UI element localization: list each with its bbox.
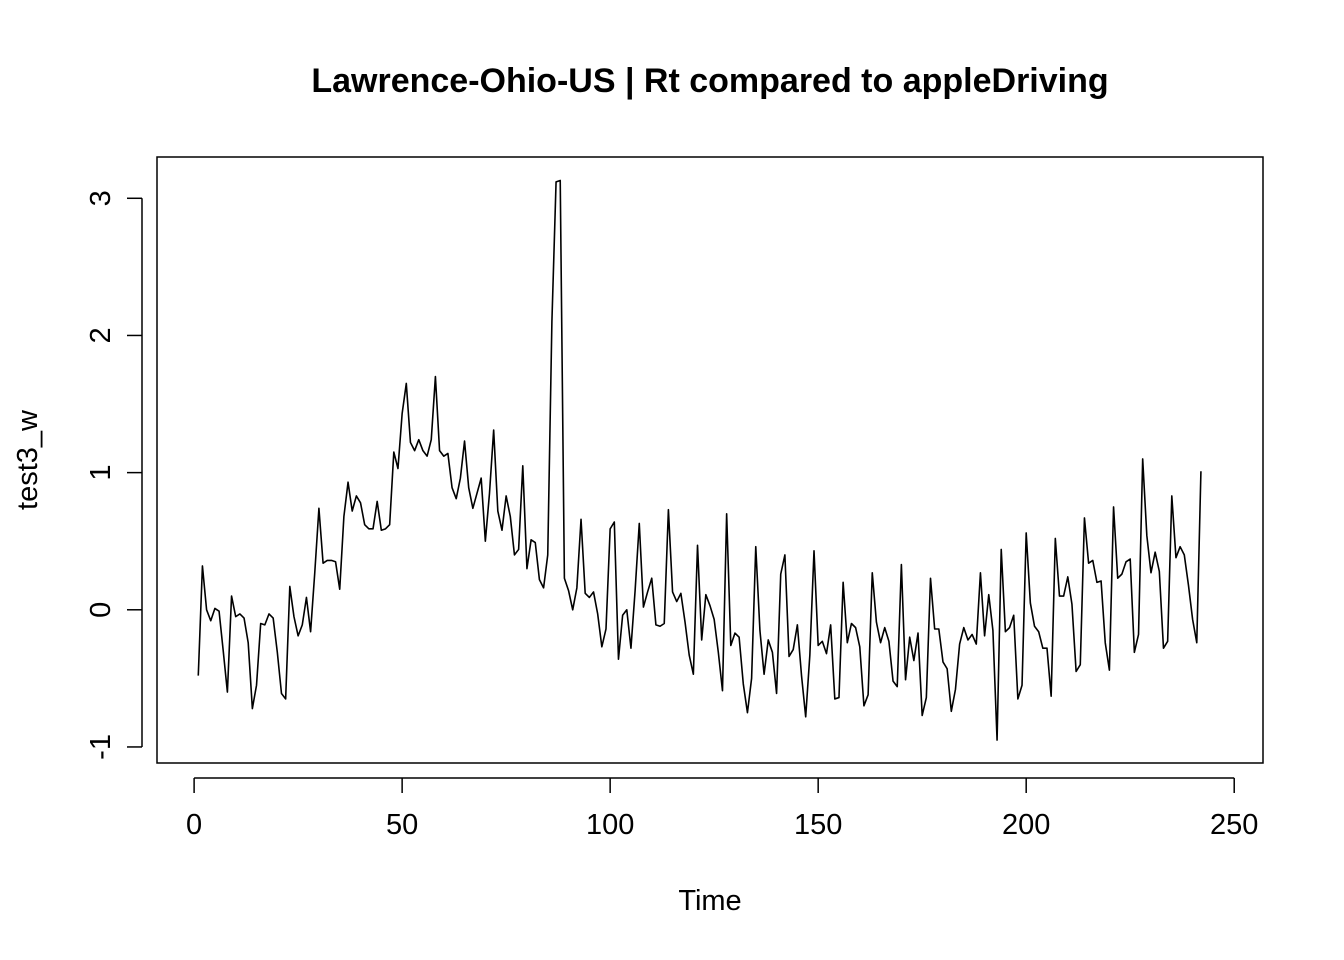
y-axis: -1 0 1 2 3 [85, 190, 143, 760]
x-tick-label: 200 [1002, 809, 1050, 841]
series-layer [197, 179, 1202, 741]
x-axis: 0 50 100 150 200 250 [186, 777, 1258, 841]
y-tick-label: 2 [85, 327, 117, 343]
x-axis-label: Time [678, 885, 741, 917]
x-tick-label: 100 [586, 809, 634, 841]
chart-title: Lawrence-Ohio-US | Rt compared to appleD… [311, 62, 1108, 100]
x-tick-label: 150 [794, 809, 842, 841]
series-line [197, 179, 1202, 741]
x-tick-label: 0 [186, 809, 202, 841]
y-tick-label: -1 [85, 734, 117, 760]
y-tick-label: 3 [85, 190, 117, 206]
y-axis-label: test3_w [12, 409, 44, 510]
x-tick-label: 250 [1210, 809, 1258, 841]
y-tick-label: 1 [85, 465, 117, 481]
plot-frame [156, 156, 1264, 764]
y-tick-label: 0 [85, 602, 117, 618]
x-tick-label: 50 [386, 809, 418, 841]
